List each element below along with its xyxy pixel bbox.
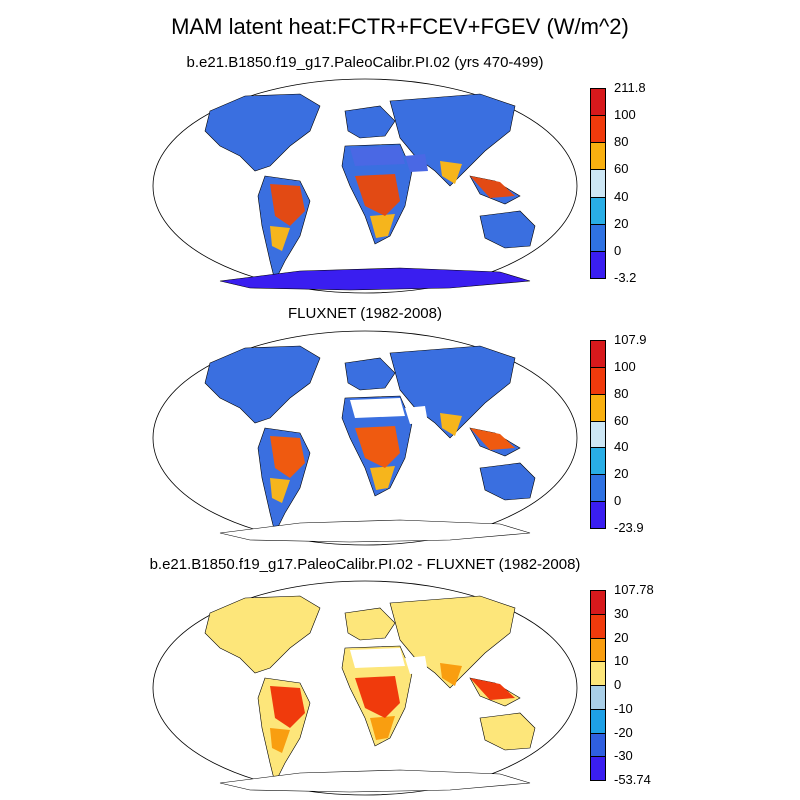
australia (479, 210, 536, 249)
colorbar-segment (590, 420, 606, 449)
asia (389, 345, 516, 439)
colorbar-segment (590, 366, 606, 395)
colorbar-segment (590, 501, 606, 529)
figure-title: MAM latent heat:FCTR+FCEV+FGEV (W/m^2) (171, 14, 629, 39)
india-region (440, 663, 462, 686)
colorbar-label: 60 (614, 412, 629, 428)
colorbar-segment (590, 613, 606, 639)
world-map (152, 330, 578, 546)
colorbar-label: -30 (614, 748, 633, 764)
colorbar-label: 80 (614, 385, 629, 401)
colorbar-label: 107.78 (614, 582, 654, 597)
colorbar-segment (590, 115, 606, 144)
colorbar-label: 211.8 (614, 80, 646, 95)
north-america (204, 93, 321, 172)
south-america-subtropics (270, 226, 290, 251)
indonesia-region (470, 176, 515, 198)
arabia-region (405, 406, 428, 424)
india-region (440, 413, 462, 436)
india-region (440, 161, 462, 184)
colorbar-label: 40 (614, 439, 629, 455)
colorbar-segment (590, 637, 606, 663)
arabia-region (405, 154, 428, 172)
north-america (204, 345, 321, 424)
colorbar-segment (590, 196, 606, 225)
colorbar-label: 10 (614, 653, 629, 669)
congo-region (355, 426, 400, 468)
colorbar-label: 40 (614, 188, 629, 204)
colorbar-label: 20 (614, 215, 629, 231)
colorbar-label: 80 (614, 134, 629, 150)
colorbar-segment (590, 756, 606, 781)
colorbar-segment (590, 590, 606, 615)
colorbar-label: 20 (614, 629, 629, 645)
colorbar-segment (590, 142, 606, 171)
indonesia-region (470, 678, 515, 700)
world-map (152, 78, 578, 294)
south-america-subtropics (270, 478, 290, 503)
europe (344, 607, 396, 641)
colorbar-label: -20 (614, 724, 633, 740)
asia (389, 595, 516, 689)
colorbar-label: -23.9 (614, 520, 644, 535)
colorbar-segment (590, 393, 606, 422)
panel-subtitle: FLUXNET (1982-2008) (288, 305, 442, 322)
colorbar-segment (590, 250, 606, 279)
colorbar (590, 88, 606, 279)
antarctica (219, 769, 531, 793)
europe (344, 357, 396, 391)
colorbar-segment (590, 708, 606, 734)
colorbar-label: -53.74 (614, 772, 651, 787)
colorbar (590, 590, 606, 781)
colorbar-label: 100 (614, 358, 636, 374)
australia (479, 712, 536, 751)
sahara-region (350, 398, 405, 418)
colorbar-label: 0 (614, 242, 622, 258)
colorbar-label: 107.9 (614, 332, 647, 347)
colorbar-segment (590, 447, 606, 476)
congo-region (355, 174, 400, 216)
colorbar-segment (590, 169, 606, 198)
colorbar-segment (590, 685, 606, 710)
australia (479, 462, 536, 501)
colorbar (590, 340, 606, 529)
colorbar-label: -10 (614, 700, 633, 716)
panel-subtitle: b.e21.B1850.f19_g17.PaleoCalibr.PI.02 (y… (186, 54, 544, 71)
colorbar-segment (590, 732, 606, 758)
europe (344, 105, 396, 139)
colorbar-segment (590, 474, 606, 503)
colorbar-label: 0 (614, 493, 622, 509)
indonesia-region (470, 428, 515, 450)
congo-region (355, 676, 400, 718)
amazon-region (270, 184, 305, 226)
sahara-region (350, 648, 405, 668)
arabia-region (405, 656, 428, 674)
antarctica (219, 267, 531, 291)
colorbar-segment (590, 661, 606, 686)
colorbar-label: 0 (614, 677, 622, 692)
antarctica (219, 519, 531, 543)
colorbar-segment (590, 340, 606, 368)
colorbar-segment (590, 88, 606, 117)
colorbar-segment (590, 223, 606, 252)
colorbar-label: 100 (614, 107, 636, 123)
colorbar-label: 60 (614, 161, 629, 177)
colorbar-label: -3.2 (614, 270, 637, 285)
sahara-region (350, 146, 405, 166)
amazon-region (270, 686, 305, 728)
amazon-region (270, 436, 305, 478)
colorbar-label: 20 (614, 466, 629, 482)
southern-africa-region (370, 214, 395, 238)
asia (389, 93, 516, 187)
southern-africa-region (370, 466, 395, 490)
colorbar-label: 30 (614, 605, 629, 621)
world-map (152, 580, 578, 796)
north-america (204, 595, 321, 674)
south-america-subtropics (270, 728, 290, 753)
panel-subtitle: b.e21.B1850.f19_g17.PaleoCalibr.PI.02 - … (149, 556, 581, 573)
southern-africa-region (370, 716, 395, 740)
